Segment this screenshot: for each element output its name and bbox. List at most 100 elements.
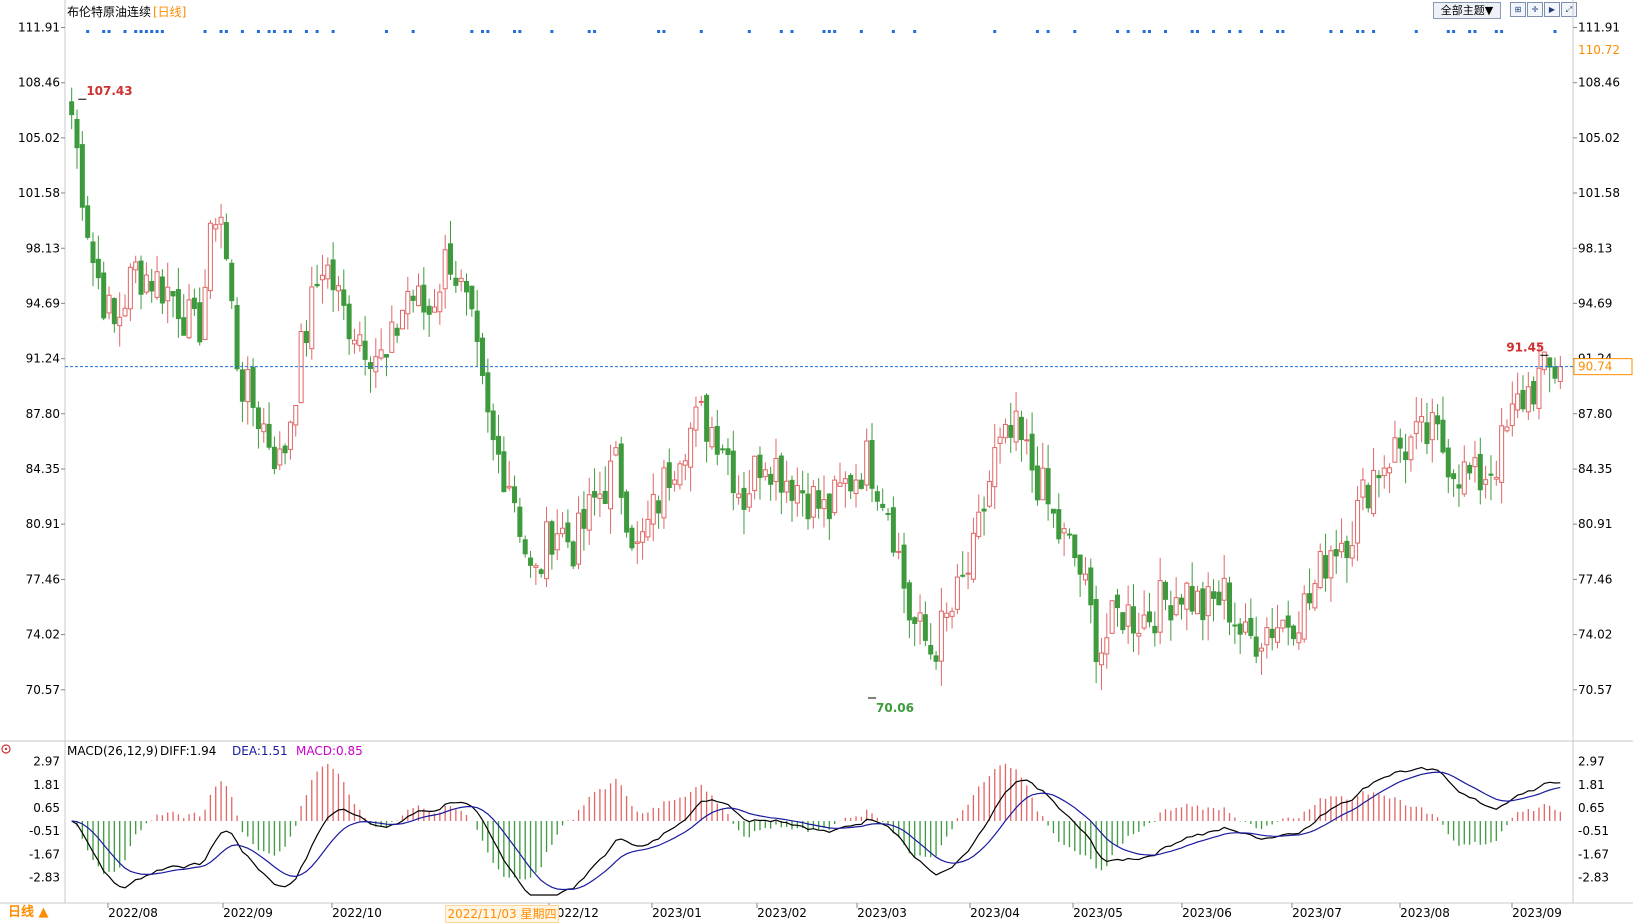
expand-icon[interactable]: ⊞	[1510, 2, 1526, 17]
candle-body	[181, 317, 187, 336]
signal-dot	[123, 30, 127, 33]
candle-body	[1285, 615, 1291, 628]
candle-body	[1504, 426, 1510, 432]
candle-body	[853, 479, 859, 495]
candle-body	[1093, 599, 1099, 663]
candle-body	[287, 421, 293, 450]
candle-body	[335, 285, 341, 292]
candle-body	[346, 303, 352, 340]
candle-body	[1178, 597, 1184, 605]
candle-body	[111, 298, 117, 325]
signal-dot	[272, 30, 276, 33]
candle-body	[485, 372, 491, 413]
candle-body	[266, 423, 272, 448]
signal-dot	[283, 30, 287, 33]
candle-body	[367, 362, 373, 369]
signal-dot	[267, 30, 271, 33]
period-switch-button[interactable]: 日线 ▲	[8, 905, 49, 920]
candle-body	[1082, 573, 1088, 581]
candle-body	[666, 462, 672, 489]
candle-body	[79, 144, 85, 208]
macd-tick-label-left: -1.67	[29, 847, 60, 861]
candle-body	[1237, 623, 1243, 635]
candle-body	[618, 443, 624, 498]
step-forward-icon[interactable]: ▶	[1544, 2, 1560, 17]
signal-dot	[1147, 30, 1151, 33]
candle-body	[1461, 461, 1467, 495]
price-tick-label-left: 101.58	[18, 186, 60, 200]
candle-body	[960, 574, 966, 577]
candle-body	[175, 289, 181, 320]
crosshair-icon[interactable]: ✛	[1527, 2, 1543, 17]
candle-body	[981, 508, 987, 512]
candle-body	[277, 448, 283, 466]
candle-body	[1397, 437, 1403, 449]
price-tick-label-left: 87.80	[26, 407, 60, 421]
candle-body	[1018, 416, 1024, 441]
candle-body	[714, 425, 720, 455]
candle-body	[117, 316, 123, 327]
signal-dot	[587, 30, 591, 33]
candle-body	[389, 321, 395, 353]
signal-dot	[224, 30, 228, 33]
candle-body	[725, 448, 731, 455]
candle-body	[645, 518, 651, 538]
candle-body	[1333, 549, 1339, 557]
signal-dot	[1260, 30, 1264, 33]
annotation-marks	[78, 98, 1549, 699]
signal-dot	[481, 30, 485, 33]
candle-body	[954, 576, 960, 610]
candle-body	[325, 264, 331, 280]
candle-body	[1146, 611, 1152, 623]
signal-dot	[1142, 30, 1146, 33]
signal-dot	[315, 30, 319, 33]
candle-body	[576, 512, 582, 565]
theme-select-button[interactable]: 全部主题▼	[1433, 2, 1501, 19]
candle-body	[698, 400, 704, 403]
candle-body	[544, 521, 550, 580]
candle-body	[1264, 627, 1270, 646]
candle-body	[1109, 600, 1115, 634]
signal-dot	[790, 30, 794, 33]
time-label: 2023/05	[1073, 906, 1123, 920]
candle-body	[1002, 424, 1008, 439]
candle-body	[794, 485, 800, 504]
candle-body	[800, 490, 806, 494]
candle-body	[501, 451, 507, 493]
candle-body	[1531, 380, 1537, 405]
signal-dot	[150, 30, 154, 33]
signal-dot	[1340, 30, 1344, 33]
candle-body	[143, 274, 149, 293]
candle-body	[1499, 425, 1505, 483]
candle-body	[1280, 619, 1286, 629]
candle-body	[282, 445, 288, 454]
macd-dea-label: DEA:1.51	[232, 744, 288, 758]
candle-body	[597, 493, 603, 499]
macd-gear-icon[interactable]	[1, 744, 11, 754]
candle-body	[1195, 590, 1201, 615]
time-axis: 2022/08 2022/09 2022/10 2022/12 2023/01 2023/…	[107, 903, 1562, 920]
time-label: 2022/09	[223, 906, 273, 920]
candle-body	[1072, 534, 1078, 559]
signal-dot	[699, 30, 703, 33]
candle-body	[1114, 594, 1120, 609]
candle-body	[1515, 393, 1521, 411]
candle-body	[944, 612, 950, 619]
candle-body	[1077, 554, 1083, 575]
candle-body	[970, 532, 976, 580]
macd-lines	[71, 766, 1561, 896]
candle-body	[730, 450, 736, 494]
candle-body	[709, 426, 715, 448]
candle-body	[1509, 403, 1515, 427]
candle-body	[986, 481, 992, 507]
time-label: 2023/04	[970, 906, 1020, 920]
signal-dot	[1356, 30, 1360, 33]
signal-dot	[657, 30, 661, 33]
candle-body	[560, 527, 566, 535]
signal-dot	[203, 30, 207, 33]
candle-body	[469, 285, 475, 310]
candle-body	[1050, 508, 1056, 514]
candle-body	[357, 334, 363, 347]
